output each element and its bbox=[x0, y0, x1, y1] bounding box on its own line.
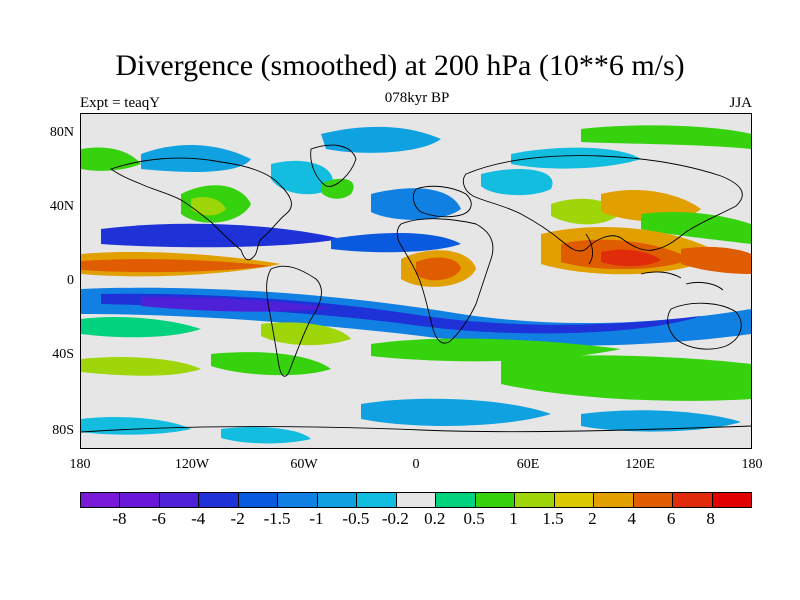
colorbar-label: -6 bbox=[151, 509, 166, 528]
colorbar-swatch bbox=[317, 493, 358, 507]
season-label: JJA bbox=[729, 95, 752, 111]
colorbar-label: -8 bbox=[112, 509, 127, 528]
colorbar-swatch bbox=[357, 493, 397, 507]
colorbar-label: 2 bbox=[588, 509, 597, 528]
time-label: 078kyr BP bbox=[384, 90, 450, 106]
colorbar-label: -1.5 bbox=[263, 509, 291, 528]
colorbar-label: -0.2 bbox=[381, 509, 409, 528]
colorbar-swatch bbox=[159, 493, 200, 507]
colorbar-label: 4 bbox=[627, 509, 637, 528]
colorbar bbox=[80, 492, 752, 508]
colorbar-swatch bbox=[120, 493, 160, 507]
colorbar-swatch bbox=[278, 493, 318, 507]
colorbar-swatch bbox=[712, 493, 751, 507]
lon-tick-180e: 180 bbox=[741, 457, 763, 472]
colorbar-swatch bbox=[515, 493, 555, 507]
colorbar-label: 8 bbox=[706, 509, 715, 528]
lon-tick-120e: 120E bbox=[625, 457, 655, 472]
colorbar-label: 1.5 bbox=[542, 509, 564, 528]
divergence-map bbox=[81, 114, 751, 448]
colorbar-label: -4 bbox=[191, 509, 206, 528]
lon-tick-0: 0 bbox=[412, 457, 420, 472]
map-title: Divergence (smoothed) at 200 hPa (10**6 … bbox=[115, 49, 685, 82]
colorbar-swatch bbox=[396, 493, 437, 507]
lat-tick-40s: 40S bbox=[52, 347, 74, 362]
colorbar-swatch bbox=[673, 493, 713, 507]
lon-tick-60e: 60E bbox=[516, 457, 540, 472]
colorbar-label: -2 bbox=[230, 509, 245, 528]
colorbar-swatch bbox=[475, 493, 516, 507]
colorbar-label: -1 bbox=[309, 509, 324, 528]
colorbar-swatch bbox=[633, 493, 674, 507]
lat-tick-80n: 80N bbox=[49, 125, 74, 140]
map-panel bbox=[80, 113, 752, 449]
colorbar-label: 1 bbox=[509, 509, 518, 528]
colorbar-swatch bbox=[594, 493, 634, 507]
colorbar-swatch bbox=[436, 493, 476, 507]
colorbar-label: 6 bbox=[666, 509, 676, 528]
lon-tick-120w: 120W bbox=[174, 457, 210, 472]
colorbar-label: 0.2 bbox=[424, 509, 446, 528]
colorbar-swatch bbox=[199, 493, 239, 507]
colorbar-swatch bbox=[81, 493, 121, 507]
experiment-label: Expt = teaqY bbox=[80, 95, 161, 111]
colorbar-label: 0.5 bbox=[463, 509, 485, 528]
colorbar-swatch bbox=[554, 493, 595, 507]
colorbar-swatch bbox=[238, 493, 279, 507]
lon-tick-60w: 60W bbox=[290, 457, 318, 472]
lon-tick-180w: 180 bbox=[69, 457, 91, 472]
colorbar-label: -0.5 bbox=[342, 509, 370, 528]
coastlines bbox=[81, 144, 751, 433]
lat-tick-80s: 80S bbox=[52, 423, 74, 438]
lat-tick-40n: 40N bbox=[49, 199, 74, 214]
lat-tick-0: 0 bbox=[67, 273, 74, 288]
